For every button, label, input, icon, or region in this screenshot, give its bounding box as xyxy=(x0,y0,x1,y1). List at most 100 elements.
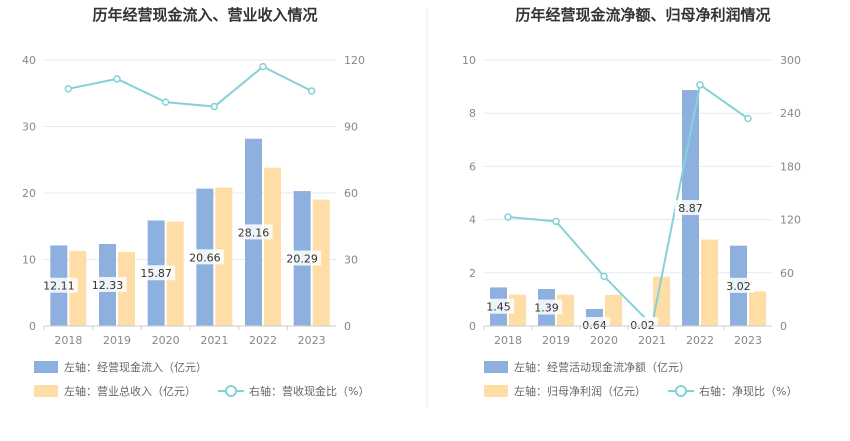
legend: 左轴：经营活动现金流净额（亿元） 左轴：归母净利润（亿元） 右轴：净现比（%） xyxy=(484,360,797,398)
x-axis-tick: 2022 xyxy=(249,334,277,347)
ratio-point xyxy=(552,217,560,226)
left-axis-tick: 30 xyxy=(22,121,36,134)
bar-secondary xyxy=(69,250,87,326)
x-axis-tick: 2020 xyxy=(590,334,618,347)
cash-inflow-revenue-chart: 历年经营现金流入、营业收入情况 12.11 12.33 15.87 20.66 28.1… xyxy=(22,6,369,398)
data-label-bg xyxy=(626,317,659,332)
ratio-point xyxy=(113,75,121,83)
legend-label-revenue: 左轴：营业总收入（亿元） xyxy=(64,384,196,398)
x-axis-tick: 2018 xyxy=(494,334,522,347)
x-axis-tick: 2020 xyxy=(152,334,180,347)
data-label-bg xyxy=(234,224,273,240)
data-labels: 1.45 1.390.64 0.028.873.02 xyxy=(482,200,755,332)
legend-swatch-net-profit xyxy=(484,385,508,397)
data-label: 12.33 xyxy=(92,279,124,292)
data-label-bg xyxy=(482,298,515,314)
x-axis-tick: 2022 xyxy=(686,334,714,347)
ratio-point xyxy=(259,62,267,71)
data-label: 20.29 xyxy=(286,253,318,266)
ratio-line xyxy=(64,62,316,111)
ratio-point xyxy=(600,272,608,281)
right-axis-tick: 120 xyxy=(344,54,365,67)
x-axis-tick: 2018 xyxy=(54,334,82,347)
ratio-line-path xyxy=(507,83,749,328)
data-label-bg xyxy=(674,200,707,216)
legend-label-ratio: 右轴：营收现金比（%） xyxy=(249,384,369,398)
ratio-point xyxy=(161,98,170,106)
right-axis-tick: 60 xyxy=(344,187,358,200)
x-axis-tick: 2019 xyxy=(542,334,570,347)
bar-secondary xyxy=(701,239,718,326)
data-label: 20.66 xyxy=(189,251,221,264)
bar-secondary xyxy=(653,276,670,326)
chart-title: 历年经营现金流净额、归母净利润情况 xyxy=(515,6,770,24)
right-axis-tick: 120 xyxy=(780,214,801,227)
legend-label-cash-inflow: 左轴：经营现金流入（亿元） xyxy=(64,360,207,374)
x-axis-tick: 2021 xyxy=(638,334,666,347)
x-axis-tick: 2019 xyxy=(103,334,131,347)
ratio-point xyxy=(696,81,704,89)
data-label-bg xyxy=(578,317,611,332)
left-axis-tick: 6 xyxy=(469,160,476,173)
ratio-point xyxy=(64,85,73,93)
data-label: 28.16 xyxy=(238,226,270,239)
left-axis-tick: 10 xyxy=(462,54,476,67)
right-axis-tick: 30 xyxy=(344,254,358,267)
data-label: 1.45 xyxy=(486,301,511,314)
legend-label-net-profit: 左轴：归母净利润（亿元） xyxy=(514,384,646,398)
left-axis-tick: 2 xyxy=(469,267,476,280)
x-axis-tick: 2021 xyxy=(200,334,228,347)
bar-secondary xyxy=(749,291,766,326)
ratio-point xyxy=(307,87,316,95)
axes: 0 0 2 60 4 120 6 180 8 240 10 300 2018 2019 2020 2021 20… xyxy=(462,54,801,347)
data-label-bg xyxy=(39,277,78,293)
ratio-point xyxy=(744,114,752,123)
net-cash-flow-profit-chart: 历年经营现金流净额、归母净利润情况 1.45 1.390.64 0.028.873.… xyxy=(462,6,801,398)
data-label-bg xyxy=(137,265,176,281)
left-axis-tick: 0 xyxy=(469,320,476,333)
left-axis-tick: 20 xyxy=(22,187,36,200)
bars xyxy=(50,138,330,326)
left-axis-tick: 10 xyxy=(22,254,36,267)
legend-swatch-net-cash-flow xyxy=(484,361,508,373)
right-axis-tick: 0 xyxy=(344,320,351,333)
chart-title: 历年经营现金流入、营业收入情况 xyxy=(92,6,317,24)
grid xyxy=(44,59,336,260)
data-label-bg xyxy=(88,277,127,293)
legend-marker-ratio xyxy=(225,385,237,397)
x-axis-tick: 2023 xyxy=(298,334,326,347)
data-label-bg xyxy=(722,277,755,293)
right-axis-tick: 0 xyxy=(780,320,787,333)
data-label-bg xyxy=(185,249,224,265)
legend-label-ratio: 右轴：净现比（%） xyxy=(699,384,797,398)
data-label: 15.87 xyxy=(140,267,172,280)
data-label: 8.87 xyxy=(678,202,703,215)
left-axis-tick: 40 xyxy=(22,54,36,67)
data-label: 1.39 xyxy=(534,302,559,315)
legend: 左轴：经营现金流入（亿元） 左轴：营业总收入（亿元） 右轴：营收现金比（%） xyxy=(34,360,369,398)
right-axis-tick: 90 xyxy=(344,121,358,134)
data-label-bg xyxy=(530,299,563,315)
x-axis-tick: 2023 xyxy=(734,334,762,347)
ratio-point xyxy=(210,102,219,111)
ratio-point xyxy=(504,213,512,221)
legend-label-net-cash-flow: 左轴：经营活动现金流净额（亿元） xyxy=(514,360,690,374)
right-axis-tick: 240 xyxy=(780,107,801,120)
ratio-line-path xyxy=(68,65,313,108)
legend-swatch-cash-inflow xyxy=(34,361,58,373)
legend-swatch-revenue xyxy=(34,385,58,397)
left-axis-tick: 8 xyxy=(469,107,476,120)
grid xyxy=(484,59,772,274)
bar-secondary xyxy=(264,167,281,326)
legend-marker-ratio xyxy=(675,385,687,397)
right-axis-tick: 180 xyxy=(780,160,801,173)
left-axis-tick: 4 xyxy=(469,214,476,227)
axes: 0 0 10 30 20 60 30 90 40 120 2018 2019 2020 2021 2022 2… xyxy=(22,54,365,347)
data-label-bg xyxy=(283,250,322,266)
right-axis-tick: 300 xyxy=(780,54,801,67)
data-labels: 12.11 12.33 15.87 20.66 28.16 20.29 xyxy=(39,224,322,293)
data-label: 3.02 xyxy=(726,280,751,293)
data-label: 12.11 xyxy=(43,280,75,293)
